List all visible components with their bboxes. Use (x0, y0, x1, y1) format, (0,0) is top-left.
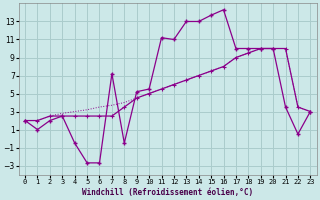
X-axis label: Windchill (Refroidissement éolien,°C): Windchill (Refroidissement éolien,°C) (82, 188, 253, 197)
